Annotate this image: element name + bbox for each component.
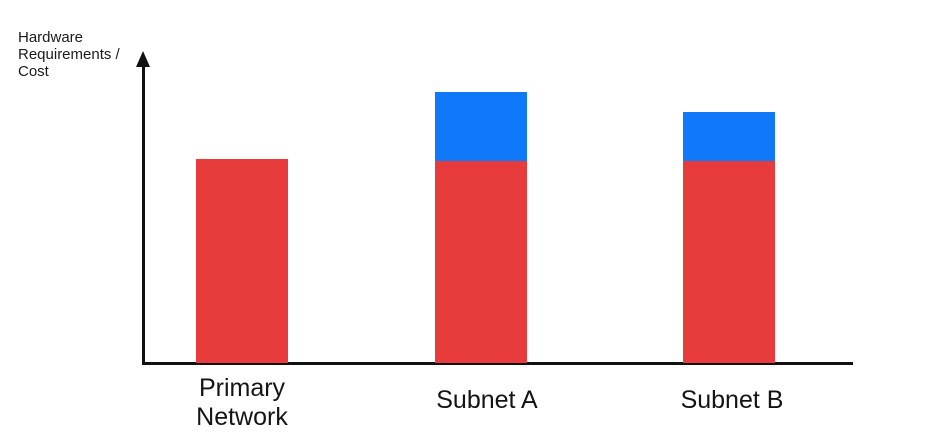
bar-segment-additional-requirement-subnet-b bbox=[683, 112, 775, 161]
bar-segment-base-requirement-primary-network bbox=[196, 159, 288, 363]
category-label-subnet-b: Subnet B bbox=[680, 386, 784, 414]
y-axis-label: Hardware Requirements / Cost bbox=[18, 29, 120, 80]
bar-segment-base-requirement-subnet-a bbox=[435, 161, 527, 363]
y-axis-arrowhead bbox=[136, 51, 150, 67]
bar-segment-base-requirement-subnet-b bbox=[683, 161, 775, 363]
x-axis-line bbox=[142, 362, 853, 365]
y-axis-label-line-2: Requirements / bbox=[18, 46, 120, 63]
category-label-subnet-a: Subnet A bbox=[436, 386, 538, 414]
bar-segment-additional-requirement-subnet-a bbox=[435, 92, 527, 161]
y-axis-label-line-1: Hardware bbox=[18, 29, 84, 46]
y-axis-line bbox=[142, 63, 145, 365]
y-axis-label-line-3: Cost bbox=[18, 63, 49, 80]
category-label-primary-network: Primary Network bbox=[196, 374, 288, 431]
